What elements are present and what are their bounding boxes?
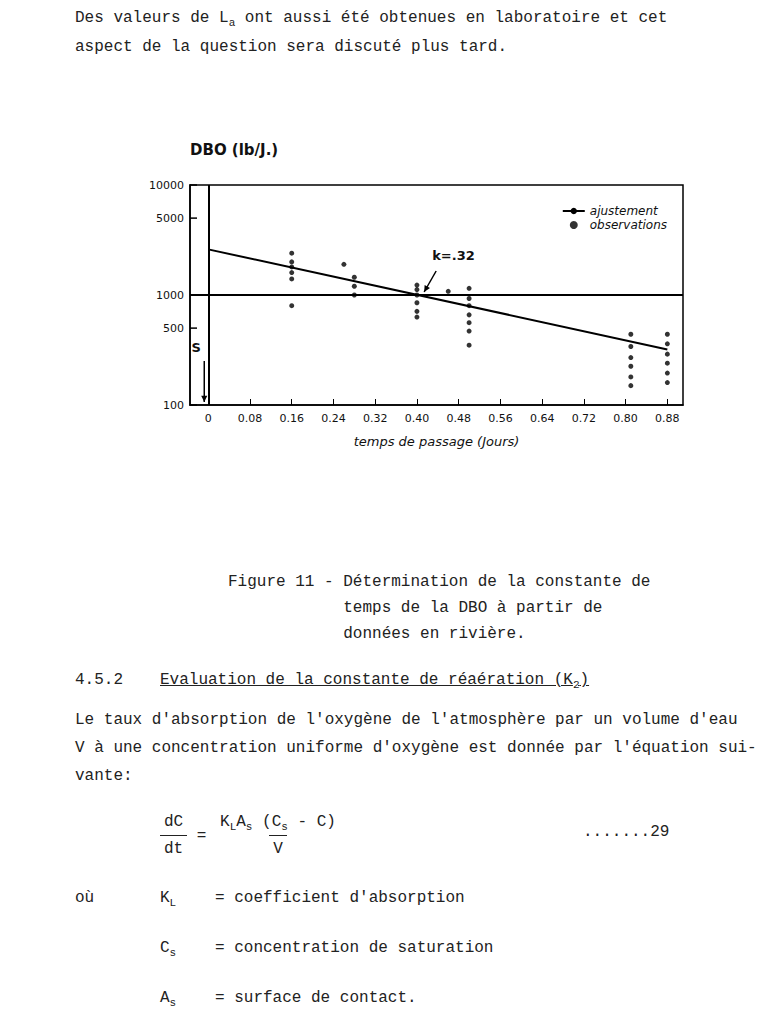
html-text:aspect de la question sera dis: aspect de la question sera discuté plus … [75,38,508,56]
html-text:= coefficient d'absorption: = coefficient d'absorption [215,889,465,907]
html-text:Des valeurs de Laont aussi été: Des valeurs de Laont aussi été obtenues … [75,9,668,29]
html-text:As: As [160,989,177,1009]
html-text:dC: dC [164,813,184,831]
svg-text:500: 500 [163,322,184,335]
svg-text:S: S [192,340,201,355]
svg-text:0.16: 0.16 [279,412,304,425]
svg-text:0.40: 0.40 [405,412,430,425]
html-text:Cs: Cs [160,939,177,959]
html-text:V à une concentration uniforme: V à une concentration uniforme d'oxygène… [75,739,757,757]
svg-text:1000: 1000 [156,289,184,302]
svg-text:0: 0 [205,412,212,425]
html-text:dt: dt [164,840,184,858]
svg-text:0.08: 0.08 [238,412,262,425]
svg-text:0.32: 0.32 [363,412,388,425]
html-text:Evaluation de la constante de: Evaluation de la constante de réaération… [160,671,590,691]
html-text:.......29: .......29 [583,823,670,841]
html-text:4.5.2: 4.5.2 [75,671,123,689]
svg-text:ajustement: ajustement [590,204,659,218]
svg-text:0.48: 0.48 [446,412,471,425]
svg-text:100: 100 [163,399,184,412]
html-text:Figure 11 - Détermination de l: Figure 11 - Détermination de la constant… [228,573,651,591]
html-text:= surface de contact.: = surface de contact. [215,989,417,1007]
html-text:vante:: vante: [75,767,133,785]
svg-text:0.80: 0.80 [613,412,638,425]
html-text:= concentration de saturation: = concentration de saturation [215,939,494,957]
svg-text:0.64: 0.64 [530,412,555,425]
html-text:données en rivière.: données en rivière. [343,625,526,643]
html-text:temps de la DBO à partir de: temps de la DBO à partir de [343,599,603,617]
html-text:KL: KL [160,889,177,909]
svg-text:DBO (lb/J.): DBO (lb/J.) [190,141,278,159]
html-text:Le taux d'absorption de l'oxyg: Le taux d'absorption de l'oxygène de l'a… [75,711,738,729]
html-text:où: où [75,889,95,907]
svg-text:k=.32: k=.32 [432,248,475,263]
html-text:V: V [273,840,283,858]
svg-text:temps de passage (Jours): temps de passage (Jours) [354,434,520,449]
svg-text:0.88: 0.88 [655,412,680,425]
html-text:KLAs(Cs- C): KLAs(Cs- C) [220,813,336,833]
svg-text:5000: 5000 [156,212,184,225]
svg-text:observations: observations [590,218,667,232]
svg-text:0.56: 0.56 [488,412,513,425]
svg-text:10000: 10000 [149,179,184,192]
svg-text:0.24: 0.24 [321,412,346,425]
svg-text:0.72: 0.72 [572,412,597,425]
